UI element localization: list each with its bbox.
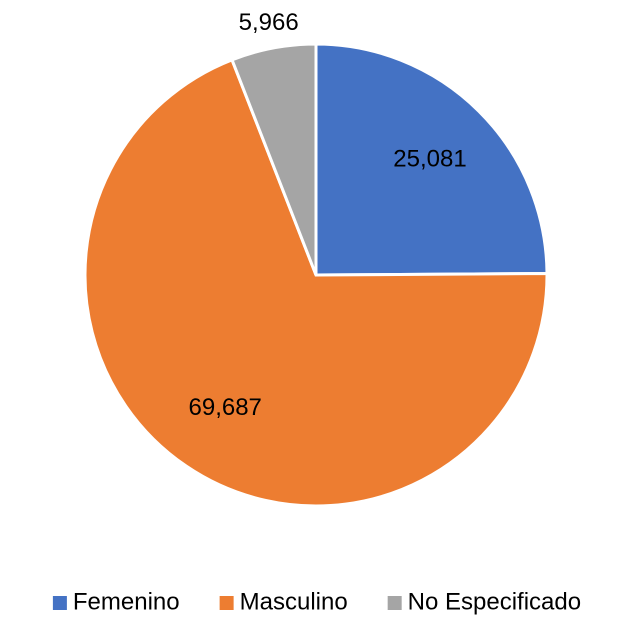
data-label: 5,966 — [239, 9, 299, 36]
legend-label: Femenino — [73, 588, 180, 615]
data-label: 25,081 — [393, 146, 466, 173]
legend-swatch — [52, 596, 67, 610]
legend-label: No Especificado — [408, 588, 581, 615]
legend-label: Masculino — [240, 588, 348, 615]
legend-swatch — [219, 596, 234, 610]
pie-slice — [83, 57, 549, 508]
data-label: 69,687 — [189, 394, 262, 421]
pie-slice — [230, 42, 318, 276]
pie-slice — [314, 42, 549, 277]
legend-swatch — [387, 596, 402, 610]
